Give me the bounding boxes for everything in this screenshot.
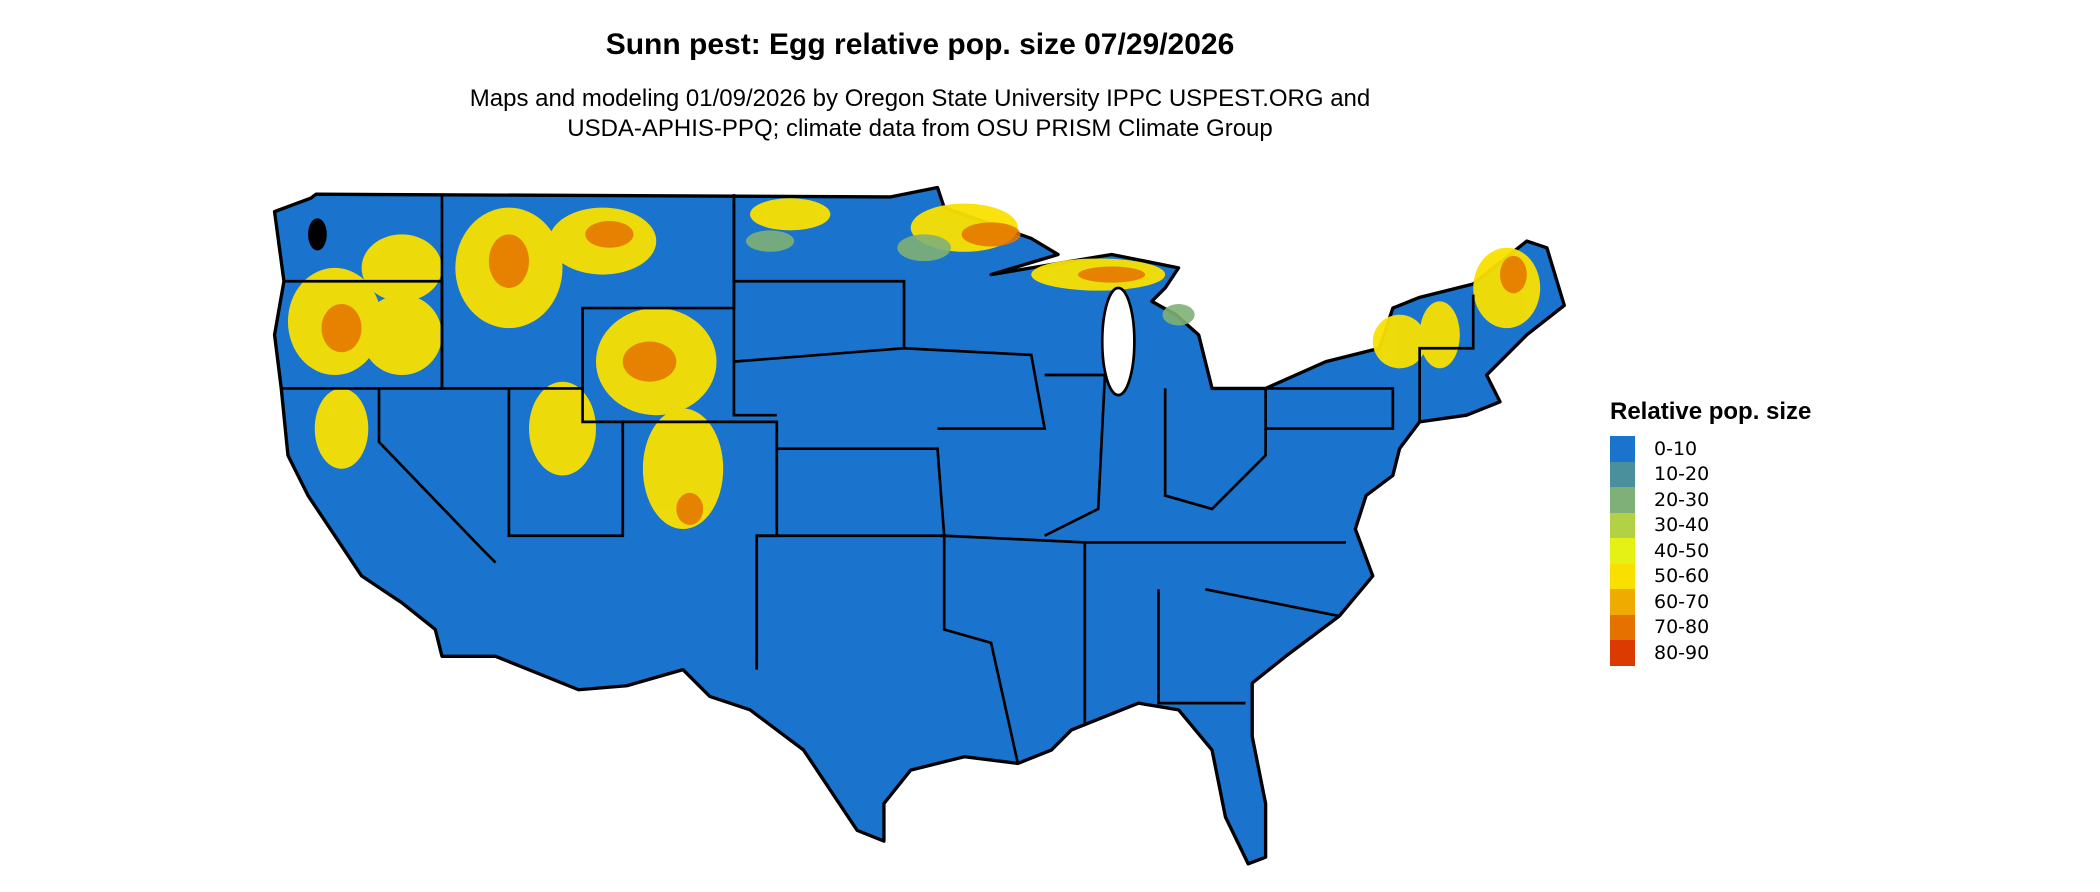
legend-item: 40-50: [1610, 538, 1811, 564]
legend-label: 80-90: [1654, 641, 1710, 664]
legend-item: 10-20: [1610, 461, 1811, 487]
legend-label: 10-20: [1654, 463, 1710, 486]
great-salt-lake: [308, 218, 327, 251]
legend-item: 60-70: [1610, 589, 1811, 615]
legend-title: Relative pop. size: [1610, 398, 1812, 425]
legend-swatch: [1610, 436, 1635, 462]
legend-label: 50-60: [1654, 565, 1710, 588]
legend-swatch: [1610, 487, 1635, 513]
legend-swatch: [1610, 640, 1635, 666]
legend-swatch: [1610, 614, 1635, 640]
legend-swatch: [1610, 589, 1635, 615]
legend: Relative pop. size 0-10 10-20 20-30 30-40 40…: [1610, 398, 1811, 666]
legend-swatch: [1610, 512, 1635, 538]
legend-item: 20-30: [1610, 487, 1811, 513]
legend-item: 50-60: [1610, 563, 1811, 589]
legend-label: 30-40: [1654, 514, 1710, 537]
legend-item: 30-40: [1610, 512, 1811, 538]
legend-item: 0-10: [1610, 436, 1811, 462]
legend-label: 0-10: [1654, 437, 1698, 460]
legend-label: 20-30: [1654, 488, 1710, 511]
legend-label: 40-50: [1654, 539, 1710, 562]
legend-label: 70-80: [1654, 616, 1710, 639]
subtitle-line-2: USDA-APHIS-PPQ; climate data from OSU PR…: [567, 115, 1273, 142]
legend-swatch: [1610, 461, 1635, 487]
map-title: Sunn pest: Egg relative pop. size 07/29/…: [605, 28, 1235, 61]
legend-label: 60-70: [1654, 590, 1710, 613]
state-borders: [281, 194, 1475, 764]
great-lakes-michigan: [1100, 286, 1136, 397]
hotspots: [287, 198, 1541, 530]
legend-item: 70-80: [1610, 614, 1811, 640]
subtitle-line-1: Maps and modeling 01/09/2026 by Oregon S…: [469, 85, 1371, 112]
map-subtitle: Maps and modeling 01/09/2026 by Oregon S…: [0, 84, 1840, 144]
legend-swatch: [1610, 563, 1635, 589]
legend-swatch: [1610, 538, 1635, 564]
legend-item: 80-90: [1610, 640, 1811, 666]
